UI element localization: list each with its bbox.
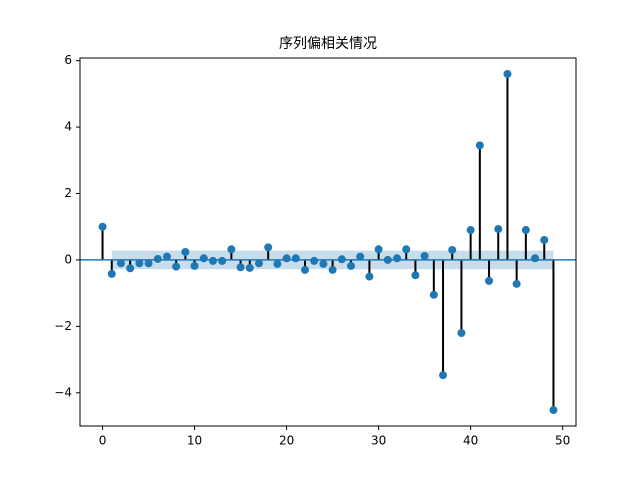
marker	[549, 406, 558, 415]
marker	[162, 252, 171, 261]
y-tick-label: 4	[64, 120, 72, 134]
marker	[291, 254, 300, 263]
marker	[411, 271, 420, 280]
marker	[181, 247, 190, 256]
marker	[116, 259, 125, 268]
marker	[135, 259, 144, 268]
marker	[245, 263, 254, 272]
marker	[126, 264, 135, 273]
marker	[337, 255, 346, 264]
marker	[503, 69, 512, 78]
marker	[227, 245, 236, 254]
x-tick-label: 10	[187, 434, 202, 448]
marker	[356, 252, 365, 261]
marker	[254, 259, 263, 268]
marker	[107, 269, 116, 278]
marker	[521, 226, 530, 235]
x-tick-label: 0	[99, 434, 107, 448]
marker	[153, 254, 162, 263]
marker	[475, 141, 484, 150]
marker	[236, 263, 245, 272]
axes-frame	[79, 57, 577, 427]
marker	[540, 236, 549, 245]
marker	[429, 290, 438, 299]
marker	[264, 243, 273, 252]
marker	[494, 225, 503, 234]
marker	[374, 245, 383, 254]
marker	[393, 254, 402, 263]
y-tick-label: 6	[64, 53, 72, 67]
x-tick-label: 30	[371, 434, 386, 448]
y-tick-label: −2	[54, 319, 72, 333]
marker	[273, 259, 282, 268]
marker	[420, 251, 429, 260]
marker	[98, 222, 107, 231]
marker	[457, 329, 466, 338]
marker	[485, 276, 494, 285]
marker	[310, 256, 319, 265]
marker	[512, 279, 521, 288]
marker	[300, 265, 309, 274]
marker	[328, 265, 337, 274]
marker	[199, 254, 208, 263]
marker	[172, 262, 181, 271]
marker	[208, 256, 217, 265]
x-tick-label: 40	[463, 434, 478, 448]
marker	[531, 254, 540, 263]
marker	[383, 255, 392, 264]
y-tick-label: −4	[54, 385, 72, 399]
marker	[439, 371, 448, 380]
marker	[448, 245, 457, 254]
marker	[365, 272, 374, 281]
marker	[319, 259, 328, 268]
x-tick-label: 50	[555, 434, 570, 448]
marker	[402, 245, 411, 254]
y-tick-label: 0	[64, 252, 72, 266]
marker	[347, 261, 356, 270]
y-tick-label: 2	[64, 186, 72, 200]
marker	[466, 226, 475, 235]
chart-title: 序列偏相关情况	[279, 36, 377, 52]
x-tick-label: 20	[279, 434, 294, 448]
marker	[190, 261, 199, 270]
marker	[218, 256, 227, 265]
marker	[144, 259, 153, 268]
marker	[282, 254, 291, 263]
